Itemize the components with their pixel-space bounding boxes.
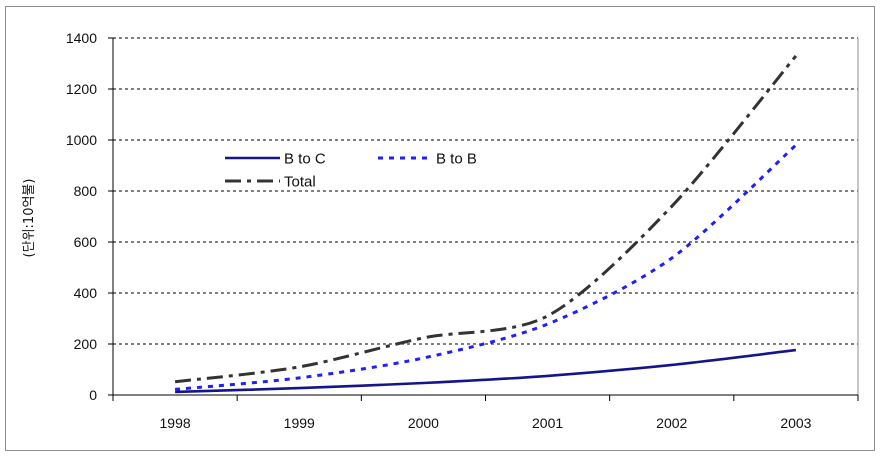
y-tick-label: 600: [74, 234, 98, 250]
y-tick-label: 0: [89, 387, 97, 403]
x-tick-label: 1999: [284, 415, 315, 431]
legend: B to C B to B Total: [225, 151, 477, 191]
y-tick-label: 1000: [66, 132, 97, 148]
chart-frame: [5, 6, 875, 451]
x-axis: 1998 1999 2000 2001 2002 2003: [112, 394, 859, 431]
legend-label-b-to-b: B to B: [436, 151, 477, 168]
series-line-b-to-c: [175, 348, 797, 394]
y-axis: 0 200 400 600 800 1000 1200 1400: [66, 30, 114, 403]
y-tick-label: 1200: [66, 81, 97, 97]
legend-label-total: Total: [284, 174, 316, 191]
series-line-b-to-b: [174, 143, 797, 391]
x-tick-label: 1998: [160, 415, 191, 431]
x-tick-label: 2001: [532, 415, 563, 431]
x-tick-label: 2002: [656, 415, 687, 431]
y-tick-label: 800: [74, 183, 98, 199]
legend-label-b-to-c: B to C: [284, 151, 326, 168]
series-line-total: [174, 54, 798, 384]
y-tick-label: 400: [74, 285, 98, 301]
y-axis-label: (단위:10억불): [22, 179, 37, 258]
gridlines: [113, 37, 858, 345]
y-tick-label: 1400: [66, 30, 97, 46]
legend-item-b-to-c: B to C: [225, 151, 326, 168]
legend-item-total: Total: [225, 174, 316, 191]
series-lines: [174, 54, 798, 394]
x-tick-label: 2003: [780, 415, 811, 431]
legend-item-b-to-b: B to B: [378, 151, 477, 168]
y-tick-label: 200: [74, 336, 98, 352]
x-tick-label: 2000: [408, 415, 439, 431]
